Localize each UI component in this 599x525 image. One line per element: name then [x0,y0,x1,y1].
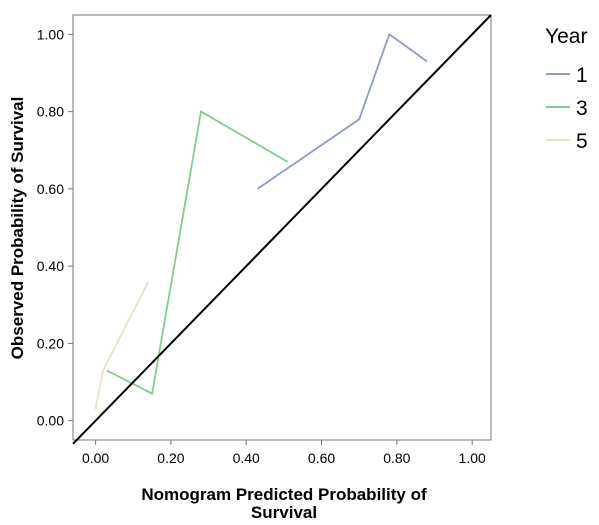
x-tick-label: 0.60 [308,450,335,466]
plot-frame [72,14,492,441]
x-tick-label: 1.00 [459,450,486,466]
legend-label-year-3: 3 [576,97,588,120]
legend-label-year-5: 5 [576,130,588,153]
series-line-year-5 [94,281,150,410]
legend-label-year-1: 1 [576,64,588,87]
series-layer [94,32,428,410]
reference-diagonal-line [72,14,492,445]
legend-title: Year [545,25,587,48]
x-tick-label: 0.40 [233,450,260,466]
y-tick-label: 0.60 [37,181,64,197]
y-axis: 0.00 0.20 0.40 0.60 0.80 1.00 [37,26,73,429]
series-line-year-1 [256,32,428,190]
x-tick-label: 0.00 [82,450,109,466]
x-axis: 0.00 0.20 0.40 0.60 0.80 1.00 [82,440,486,466]
y-tick-label: 0.80 [37,104,64,120]
y-tick-label: 0.40 [37,258,64,274]
y-axis-title: Observed Probability of Survival [8,97,27,360]
x-tick-label: 0.20 [157,450,184,466]
x-axis-title-line-2: Survival [251,503,317,522]
x-axis-title-line-1: Nomogram Predicted Probability of [141,485,427,504]
x-tick-label: 0.80 [383,450,410,466]
y-tick-label: 1.00 [37,26,64,42]
legend: Year 1 3 5 [545,25,588,153]
y-tick-label: 0.00 [37,413,64,429]
series-line-year-3 [106,110,289,395]
y-tick-label: 0.20 [37,335,64,351]
